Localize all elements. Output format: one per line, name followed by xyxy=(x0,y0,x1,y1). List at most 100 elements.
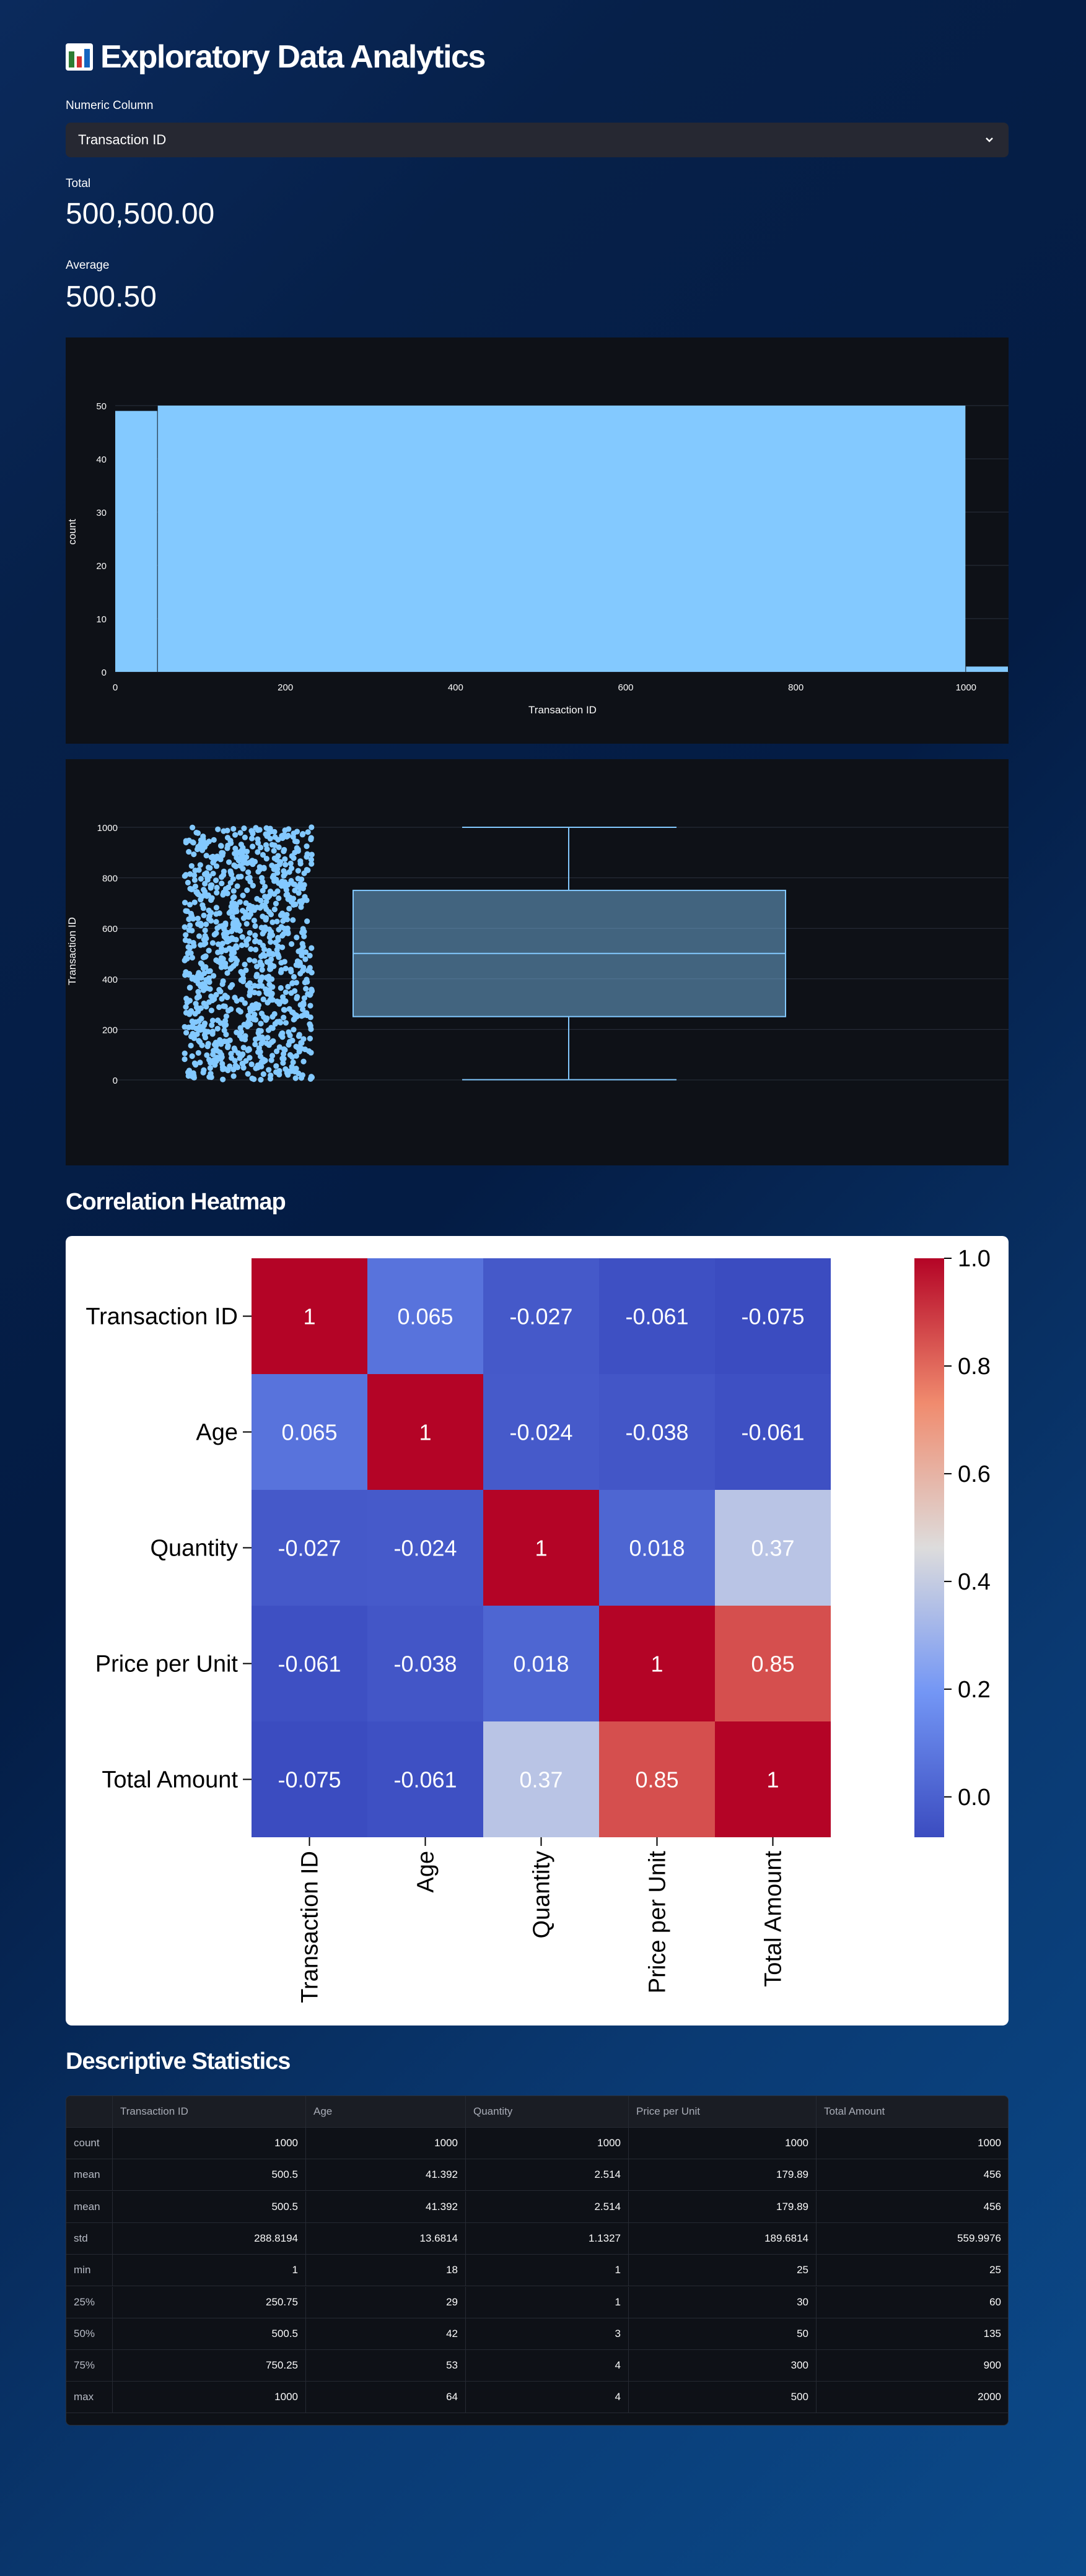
box-plot-point xyxy=(262,924,268,931)
box-plot-point xyxy=(289,1064,295,1070)
box-plot-point xyxy=(229,935,235,941)
box-plot-point xyxy=(268,1073,274,1079)
box-plot-point xyxy=(204,1052,210,1058)
heatmap-col-label: Price per Unit xyxy=(645,1851,671,1994)
box-plot-point xyxy=(269,842,275,848)
histogram-y-tick: 0 xyxy=(102,668,107,678)
box-plot-point xyxy=(216,986,222,993)
heatmap-cell-value: -0.061 xyxy=(393,1767,457,1793)
box-plot-point xyxy=(278,967,284,973)
total-value: 500,500.00 xyxy=(66,198,215,230)
box-plot-point xyxy=(242,834,248,840)
box-plot-point xyxy=(187,886,193,892)
histogram-bar[interactable] xyxy=(157,406,966,672)
heatmap-cell-value: 0.37 xyxy=(519,1767,563,1793)
table-cell: 4 xyxy=(466,2350,629,2382)
box-plot-point xyxy=(203,921,209,928)
heatmap-cell xyxy=(715,1721,831,1837)
box-plot-point xyxy=(268,939,274,945)
box-plot-point xyxy=(223,1013,230,1019)
box-plot-point xyxy=(232,1063,239,1069)
box-plot-point xyxy=(217,1037,223,1043)
box-plot-point xyxy=(260,851,266,858)
box-plot-point xyxy=(185,950,191,956)
box-plot-point xyxy=(282,965,289,972)
numeric-column-select[interactable]: Transaction ID xyxy=(66,123,1009,157)
box-plot-point xyxy=(278,985,284,991)
heatmap-row-label: Transaction ID xyxy=(85,1304,238,1330)
box-plot-point xyxy=(243,854,250,860)
box-plot-svg: 0 200 400 600 800 1000 Transaction ID xyxy=(66,823,1009,1086)
colorbar-tick-label: 1.0 xyxy=(958,1246,991,1272)
box-plot-point xyxy=(273,900,279,907)
box-plot-point xyxy=(188,1008,195,1014)
histogram-chart[interactable]: 0 10 20 30 40 50 0 200 400 800 1000 600 Transactio… xyxy=(66,337,1009,744)
box-plot-point xyxy=(198,1016,204,1022)
table-cell: 25 xyxy=(629,2255,817,2286)
table-header-row: Transaction ID Age Quantity Price per Unit T… xyxy=(66,2096,1008,2128)
box-plot-point xyxy=(232,832,239,838)
table-column-header[interactable]: Age xyxy=(306,2096,466,2127)
box-plot-point xyxy=(269,1053,276,1059)
heatmap-cell-value: 1 xyxy=(650,1651,663,1677)
heatmap-cell xyxy=(715,1490,831,1606)
box-plot-point xyxy=(307,952,313,959)
box-plot-point xyxy=(304,1010,310,1016)
heatmap-section-title: Correlation Heatmap xyxy=(66,1189,286,1215)
box-plot-point xyxy=(279,994,286,1000)
box-plot-point xyxy=(186,848,192,855)
box-plot-point xyxy=(293,1066,299,1072)
box-plot-point xyxy=(253,946,259,953)
table-cell: 1000 xyxy=(629,2128,817,2159)
heatmap-cell-value: -0.061 xyxy=(278,1651,341,1677)
box-plot-point xyxy=(191,899,198,905)
heatmap-cell-value: 0.065 xyxy=(397,1304,453,1329)
box-plot-point xyxy=(281,1046,287,1052)
box-plot-chart[interactable]: 0 200 400 600 800 1000 Transaction ID xyxy=(66,759,1009,1165)
table-column-header[interactable]: Transaction ID xyxy=(113,2096,306,2127)
box-plot-point xyxy=(185,879,191,886)
box-plot-point xyxy=(282,1066,289,1073)
box-plot-point xyxy=(304,866,310,873)
correlation-heatmap: 1 0.065 -0.027 -0.061 -0.075 0.065 1 -0.024 -0.0… xyxy=(66,1236,1009,2026)
page-title-text: Exploratory Data Analytics xyxy=(100,39,486,75)
heatmap-cell xyxy=(599,1374,715,1490)
box-plot-point xyxy=(191,851,197,858)
box-plot-point xyxy=(266,973,272,980)
box-plot-point xyxy=(201,970,208,977)
box-plot-point xyxy=(252,1011,258,1017)
box-plot-point xyxy=(308,856,315,863)
table-cell: 288.8194 xyxy=(113,2222,306,2254)
box-plot-point xyxy=(228,1050,234,1057)
table-cell: 250.75 xyxy=(113,2286,306,2318)
box-plot-point xyxy=(263,825,269,831)
box-plot-point xyxy=(255,836,261,842)
box-plot-point xyxy=(208,1071,214,1077)
box-plot-point xyxy=(214,853,221,859)
heatmap-cell xyxy=(599,1490,715,1606)
table-cell: 1 xyxy=(466,2286,629,2318)
table-column-header[interactable]: Total Amount xyxy=(817,2096,1008,2127)
table-row-label: std xyxy=(66,2222,113,2254)
table-cell: 3 xyxy=(466,2318,629,2349)
descriptive-stats-table[interactable]: Transaction ID Age Quantity Price per Unit T… xyxy=(66,2095,1009,2426)
box-plot-point xyxy=(271,1011,278,1017)
histogram-bar[interactable] xyxy=(115,411,157,672)
box-plot-point xyxy=(281,1006,287,1013)
box-plot-point xyxy=(271,848,277,854)
box-plot-point xyxy=(268,1057,274,1063)
box-plot-point xyxy=(194,889,200,895)
box-plot-point xyxy=(192,883,199,890)
box-plot-point xyxy=(300,1006,306,1012)
box-plot-point xyxy=(288,941,295,947)
stats-section-title: Descriptive Statistics xyxy=(66,2048,291,2074)
histogram-bar[interactable] xyxy=(966,666,1008,672)
histogram-y-tick: 30 xyxy=(96,508,107,518)
box-plot-point xyxy=(201,1067,207,1073)
box-plot-point xyxy=(222,1017,229,1024)
box-plot-point xyxy=(269,919,276,926)
table-cell: 1.1327 xyxy=(466,2222,629,2254)
table-column-header[interactable]: Price per Unit xyxy=(629,2096,817,2127)
table-column-header[interactable]: Quantity xyxy=(466,2096,629,2127)
box-plot-point xyxy=(247,929,253,936)
